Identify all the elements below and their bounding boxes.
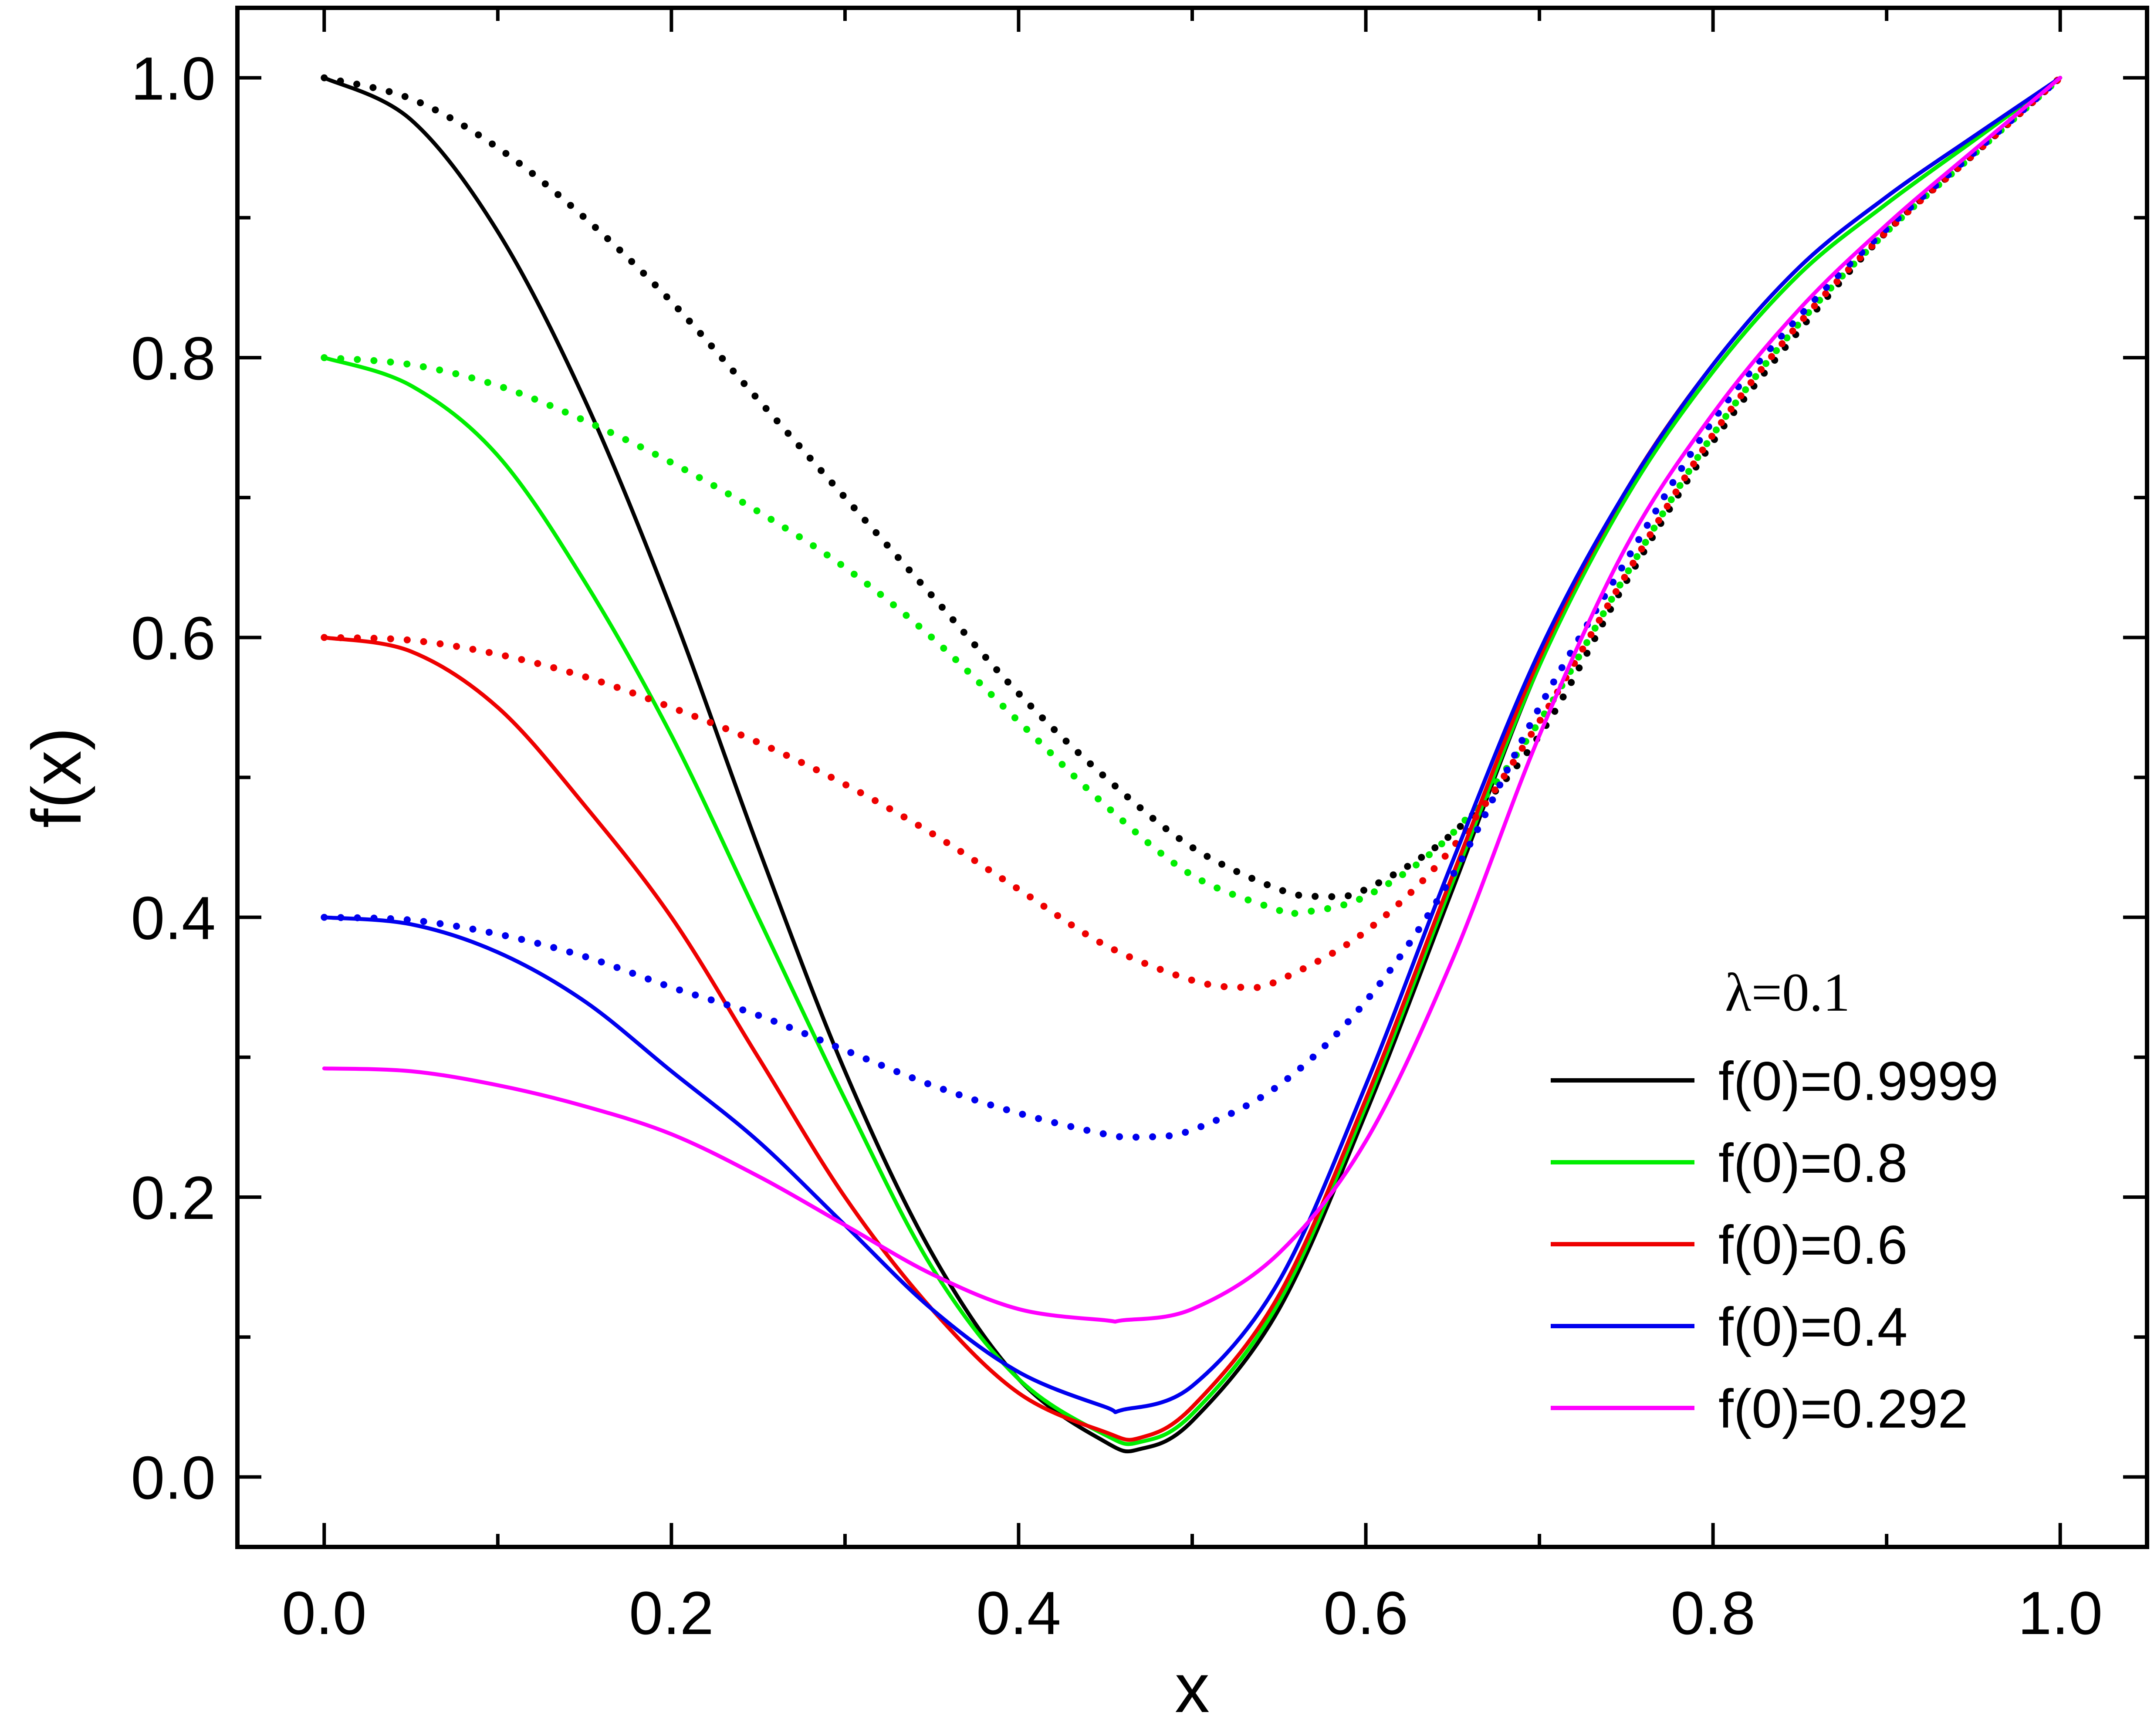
x-tick-label: 0.0 — [282, 1579, 367, 1647]
x-tick-label: 0.6 — [1323, 1579, 1408, 1647]
y-tick-label: 0.2 — [131, 1164, 216, 1232]
legend-label-f-0-0-8: f(0)=0.8 — [1718, 1133, 1907, 1194]
series-line-f-0-0-4-dotted — [321, 74, 2064, 1141]
series-line-f-0-0-8-solid — [322, 76, 2063, 1446]
series-line-f-0-0-4-solid — [322, 76, 2063, 1415]
legend-title: λ=0.1 — [1725, 963, 1850, 1023]
x-tick-label: 1.0 — [2018, 1579, 2103, 1647]
legend: λ=0.1 f(0)=0.9999f(0)=0.8f(0)=0.6f(0)=0.… — [1551, 963, 1998, 1439]
series-line-f-0-0-9999-dotted — [321, 74, 2064, 900]
legend-label-f-0-0-6: f(0)=0.6 — [1718, 1215, 1907, 1276]
legend-label-f-0-0-292: f(0)=0.292 — [1718, 1379, 1968, 1439]
legend-items: f(0)=0.9999 f(0)=0.8 f(0)=0.6 f(0)=0.4 f(0)=… — [1551, 1051, 1998, 1439]
x-tick-label: 0.2 — [629, 1579, 714, 1647]
series-layer — [321, 74, 2064, 1454]
x-axis-title: x — [1175, 1649, 1210, 1727]
y-axis-title: f(x) — [17, 727, 95, 828]
ticks-layer: 0.0 0.0 0.2 0.2 0.4 0.4 0.6 0.6 0.8 0.8 1.0 1.0 — [131, 8, 2147, 1647]
y-tick-label: 0.4 — [131, 884, 216, 952]
legend-label-f-0-0-4: f(0)=0.4 — [1718, 1297, 1907, 1357]
series-line-f-0-0-6-dotted — [321, 74, 2064, 991]
y-tick-label: 1.0 — [131, 44, 216, 113]
series-line-f-0-0-292-solid — [322, 76, 2063, 1324]
x-tick-label: 0.4 — [976, 1579, 1061, 1647]
series-line-f-0-0-8-dotted — [321, 74, 2064, 919]
y-tick-label: 0.6 — [131, 604, 216, 672]
x-tick-label: 0.8 — [1670, 1579, 1755, 1647]
legend-label-f-0-0-9999: f(0)=0.9999 — [1718, 1051, 1998, 1112]
y-tick-label: 0.0 — [131, 1443, 216, 1512]
y-tick-label: 0.8 — [131, 324, 216, 393]
